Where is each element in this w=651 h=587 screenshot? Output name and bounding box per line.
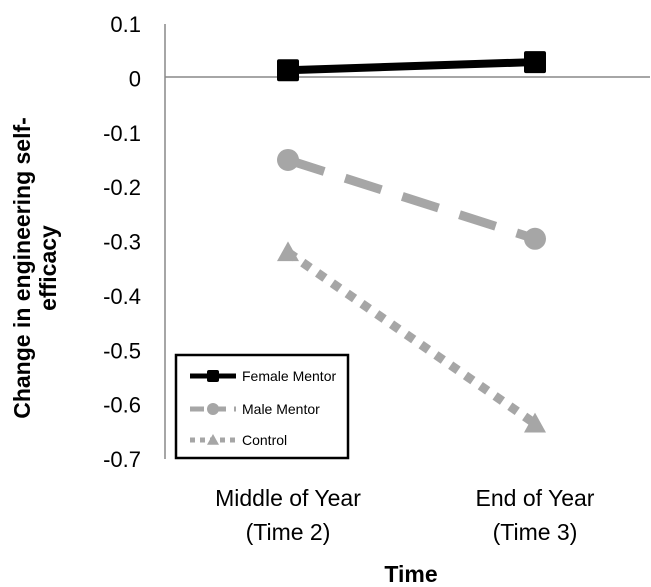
legend-marker <box>207 434 219 445</box>
legend-item-female-mentor: Female Mentor <box>190 368 336 384</box>
x-category-2-line-1: End of Year <box>476 485 595 511</box>
x-category-2: End of Year (Time 3) <box>476 485 595 545</box>
y-axis-label-line-1: Change in engineering self- <box>9 117 35 419</box>
legend-label: Control <box>242 432 287 448</box>
x-axis-label: Time <box>384 561 437 587</box>
data-point-triangle <box>277 241 299 262</box>
y-tick-label: -0.5 <box>103 338 141 363</box>
y-axis-label-line-2: efficacy <box>35 225 61 311</box>
y-axis-label: Change in engineering self- efficacy <box>9 117 61 419</box>
data-point-square <box>524 51 546 74</box>
data-point-square <box>277 59 299 82</box>
y-tick-label: -0.4 <box>103 284 141 309</box>
y-tick-label: -0.7 <box>103 447 141 472</box>
series-female-mentor <box>277 51 546 82</box>
legend-label: Male Mentor <box>242 401 320 417</box>
x-category-1: Middle of Year (Time 2) <box>215 485 361 545</box>
series-layer <box>277 51 546 433</box>
y-tick-label: -0.6 <box>103 393 141 418</box>
x-category-1-line-1: Middle of Year <box>215 485 361 511</box>
legend-marker <box>207 403 219 415</box>
legend-item-male-mentor: Male Mentor <box>190 401 320 417</box>
data-point-triangle <box>524 412 546 433</box>
y-tick-label: 0 <box>129 66 141 91</box>
y-tick-label: -0.1 <box>103 121 141 146</box>
y-tick-label: 0.1 <box>110 12 141 37</box>
series-line <box>287 58 536 75</box>
x-category-2-line-2: (Time 3) <box>493 519 578 545</box>
y-tick-label: -0.3 <box>103 230 141 255</box>
legend-label: Female Mentor <box>242 368 336 384</box>
series-male-mentor <box>277 148 546 250</box>
x-category-1-line-2: (Time 2) <box>246 519 331 545</box>
data-point-circle <box>277 148 299 171</box>
legend-marker <box>207 370 219 382</box>
legend-items: Female Mentor Male Mentor Control <box>190 368 336 448</box>
series-line <box>286 155 537 244</box>
series-line <box>285 248 538 428</box>
data-point-circle <box>524 227 546 250</box>
series-control <box>277 241 546 433</box>
y-tick-labels: 0.1 0 -0.1 -0.2 -0.3 -0.4 -0.5 -0.6 -0.7 <box>103 12 141 472</box>
y-tick-label: -0.2 <box>103 175 141 200</box>
legend: Female Mentor Male Mentor Control <box>174 353 350 460</box>
legend-item-control: Control <box>190 432 287 448</box>
